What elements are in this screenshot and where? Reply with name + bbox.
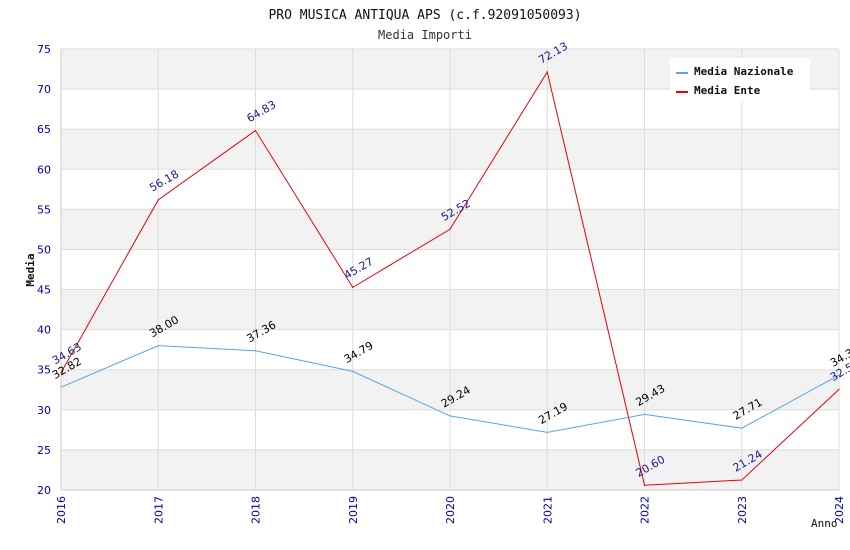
data-point <box>449 415 451 417</box>
data-point <box>741 427 743 429</box>
data-point <box>60 372 62 374</box>
chart-title: PRO MUSICA ANTIQUA APS (c.f.92091050093) <box>268 8 581 23</box>
data-point <box>838 388 840 390</box>
legend-label-media-nazionale: Media Nazionale <box>694 65 794 78</box>
data-point <box>60 386 62 388</box>
x-tick-label: 2024 <box>833 496 846 524</box>
x-tick-label: 2021 <box>541 496 554 524</box>
y-tick-label: 45 <box>37 284 51 297</box>
y-tick-label: 35 <box>37 364 51 377</box>
series-lines <box>60 70 840 486</box>
grid-lines <box>60 48 840 491</box>
y-tick-label: 40 <box>37 324 51 337</box>
data-point <box>741 479 743 481</box>
axes <box>60 49 839 491</box>
chart-subtitle: Media Importi <box>378 28 472 42</box>
data-point <box>838 374 840 376</box>
data-label: 34.79 <box>342 339 376 366</box>
x-tick-label: 2022 <box>639 496 652 524</box>
data-point <box>449 228 451 230</box>
y-tick-label: 30 <box>37 404 51 417</box>
y-tick-label: 75 <box>37 43 51 56</box>
y-tick-label: 25 <box>37 444 51 457</box>
y-tick-label: 50 <box>37 243 51 256</box>
data-point <box>352 370 354 373</box>
y-axis-label: Media <box>24 253 37 286</box>
legend-box <box>670 58 810 102</box>
data-point <box>254 350 257 352</box>
data-point <box>546 431 548 433</box>
legend: Media Nazionale Media Ente <box>670 58 810 102</box>
data-label: 64.83 <box>245 98 279 125</box>
x-tick-label: 2017 <box>152 496 165 524</box>
x-tick-label: 2020 <box>444 496 457 524</box>
y-tick-label: 70 <box>37 83 51 96</box>
data-point <box>546 71 548 73</box>
y-tick-label: 55 <box>37 203 51 216</box>
legend-label-media-ente: Media Ente <box>694 84 761 97</box>
data-label: 56.18 <box>147 167 181 194</box>
data-point <box>157 199 159 201</box>
x-tick-label: 2018 <box>250 496 263 524</box>
x-tick-label: 2023 <box>736 496 749 524</box>
data-point <box>254 129 257 132</box>
x-tick-label: 2019 <box>347 496 360 524</box>
data-label: 45.27 <box>342 255 376 282</box>
data-point <box>352 286 354 288</box>
data-point <box>157 345 159 347</box>
y-axis-ticks: 20 25 30 35 40 45 50 55 60 65 70 75 <box>37 43 51 497</box>
y-tick-label: 65 <box>37 123 51 136</box>
y-tick-label: 20 <box>37 484 51 497</box>
x-tick-label: 2016 <box>55 496 68 524</box>
data-point <box>643 484 646 486</box>
y-tick-label: 60 <box>37 163 51 176</box>
x-axis-ticks: 2016 2017 2018 2019 2020 2021 2022 2023 2024 <box>55 496 846 524</box>
data-point <box>643 413 646 415</box>
x-axis-label: Anno <box>811 517 838 530</box>
